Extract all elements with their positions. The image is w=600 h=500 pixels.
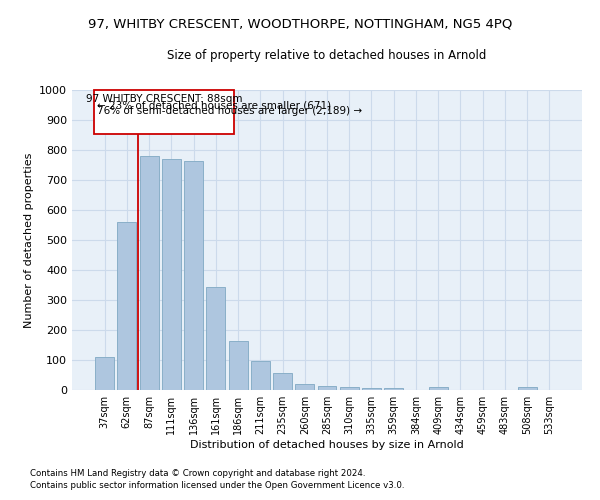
Text: 97 WHITBY CRESCENT: 88sqm: 97 WHITBY CRESCENT: 88sqm: [86, 94, 242, 104]
FancyBboxPatch shape: [94, 90, 233, 134]
Bar: [362, 388, 381, 390]
Bar: [118, 222, 136, 390]
Bar: [229, 342, 248, 390]
Bar: [251, 361, 270, 390]
Bar: [140, 156, 158, 390]
Text: 97, WHITBY CRESCENT, WOODTHORPE, NOTTINGHAM, NG5 4PQ: 97, WHITBY CRESCENT, WOODTHORPE, NOTTING…: [88, 18, 512, 30]
Title: Size of property relative to detached houses in Arnold: Size of property relative to detached ho…: [167, 50, 487, 62]
Bar: [340, 387, 359, 390]
Text: Contains HM Land Registry data © Crown copyright and database right 2024.: Contains HM Land Registry data © Crown c…: [30, 468, 365, 477]
Text: ← 23% of detached houses are smaller (671): ← 23% of detached houses are smaller (67…: [97, 100, 331, 110]
X-axis label: Distribution of detached houses by size in Arnold: Distribution of detached houses by size …: [190, 440, 464, 450]
Y-axis label: Number of detached properties: Number of detached properties: [23, 152, 34, 328]
Bar: [295, 384, 314, 390]
Bar: [384, 388, 403, 390]
Bar: [518, 387, 536, 390]
Bar: [162, 159, 181, 390]
Bar: [429, 387, 448, 390]
Bar: [273, 373, 292, 390]
Text: 76% of semi-detached houses are larger (2,189) →: 76% of semi-detached houses are larger (…: [97, 106, 362, 116]
Bar: [206, 286, 225, 390]
Bar: [95, 357, 114, 390]
Bar: [317, 386, 337, 390]
Bar: [184, 160, 203, 390]
Text: Contains public sector information licensed under the Open Government Licence v3: Contains public sector information licen…: [30, 481, 404, 490]
